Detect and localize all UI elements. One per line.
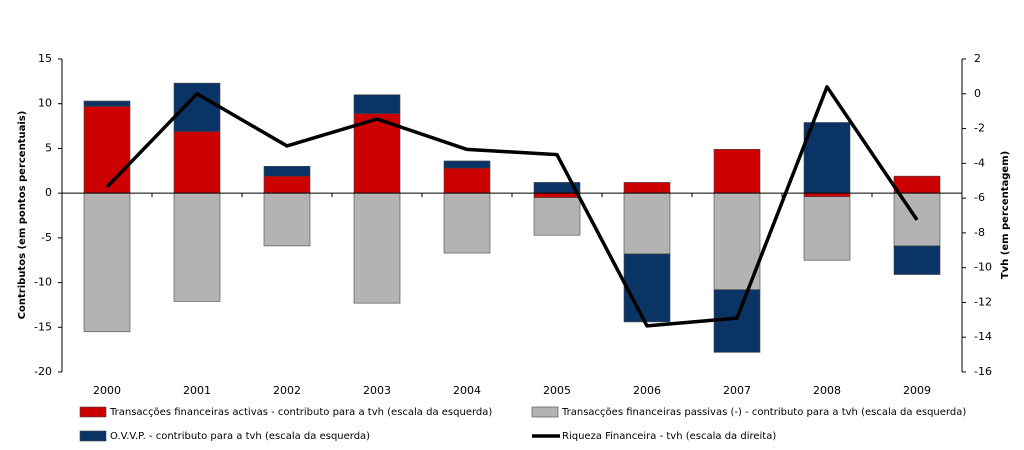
- x-tick-label: 2005: [543, 384, 571, 397]
- legend-swatch: [79, 406, 107, 418]
- y-tick-label: 0: [45, 186, 52, 199]
- bar: [623, 192, 671, 255]
- bar: [713, 149, 761, 194]
- y2-tick-label: -14: [974, 330, 992, 343]
- y2-tick-label: -16: [974, 365, 992, 378]
- x-tick-label: 2000: [93, 384, 121, 397]
- bar: [803, 192, 851, 198]
- x-tick-label: 2006: [633, 384, 661, 397]
- y-tick-label: 15: [38, 52, 52, 65]
- bar: [263, 175, 311, 194]
- x-tick-label: 2008: [813, 384, 841, 397]
- bar: [173, 131, 221, 194]
- bar: [443, 160, 491, 169]
- y2-tick-label: -6: [974, 191, 985, 204]
- legend-label: O.V.V.P. - contributo para a tvh (escala…: [110, 431, 370, 442]
- bar: [353, 192, 401, 304]
- x-tick-label: 2004: [453, 384, 481, 397]
- legend-label: Riqueza Financeira - tvh (escala da dire…: [562, 431, 776, 442]
- legend-swatch: [531, 406, 559, 418]
- y2-tick-label: 0: [974, 87, 981, 100]
- x-tick-label: 2002: [273, 384, 301, 397]
- bar: [803, 122, 851, 194]
- bar: [173, 192, 221, 302]
- x-tick-label: 2007: [723, 384, 751, 397]
- x-tick-label: 2001: [183, 384, 211, 397]
- legend-label: Transacções financeiras passivas (-) - c…: [561, 407, 966, 418]
- bar: [353, 94, 401, 114]
- y-tick-label: 5: [45, 141, 52, 154]
- bar: [263, 192, 311, 247]
- bar: [623, 253, 671, 323]
- bar: [623, 182, 671, 194]
- bar: [893, 245, 941, 275]
- y-tick-label: -10: [34, 276, 52, 289]
- legend-swatch: [79, 430, 107, 442]
- line: [105, 85, 919, 328]
- bar: [803, 196, 851, 261]
- bar: [443, 192, 491, 254]
- y-tick-label: -15: [34, 320, 52, 333]
- x-tick-label: 2003: [363, 384, 391, 397]
- bar: [893, 175, 941, 194]
- x-tick-label: 2009: [903, 384, 931, 397]
- bar: [533, 197, 581, 236]
- y2-tick-label: 2: [974, 52, 981, 65]
- y2-tick-label: -4: [974, 156, 985, 169]
- bar: [353, 113, 401, 194]
- y2-tick-label: -2: [974, 122, 985, 135]
- y2-axis-label: Tvh (em percentagem): [1000, 151, 1011, 279]
- y2-tick-label: -10: [974, 261, 992, 274]
- y-tick-label: -5: [41, 231, 52, 244]
- bar: [83, 100, 131, 107]
- bar: [533, 192, 581, 198]
- legend-label: Transacções financeiras activas - contri…: [109, 407, 492, 418]
- y2-tick-label: -8: [974, 226, 985, 239]
- bar: [443, 167, 491, 194]
- y-tick-label: -20: [34, 365, 52, 378]
- y2-tick-label: -12: [974, 295, 992, 308]
- bar: [83, 106, 131, 194]
- bar: [173, 82, 221, 132]
- bar: [83, 192, 131, 333]
- y-axis-label: Contributos (em pontos percentuais): [17, 111, 28, 320]
- bar: [263, 166, 311, 177]
- y-tick-label: 10: [38, 97, 52, 110]
